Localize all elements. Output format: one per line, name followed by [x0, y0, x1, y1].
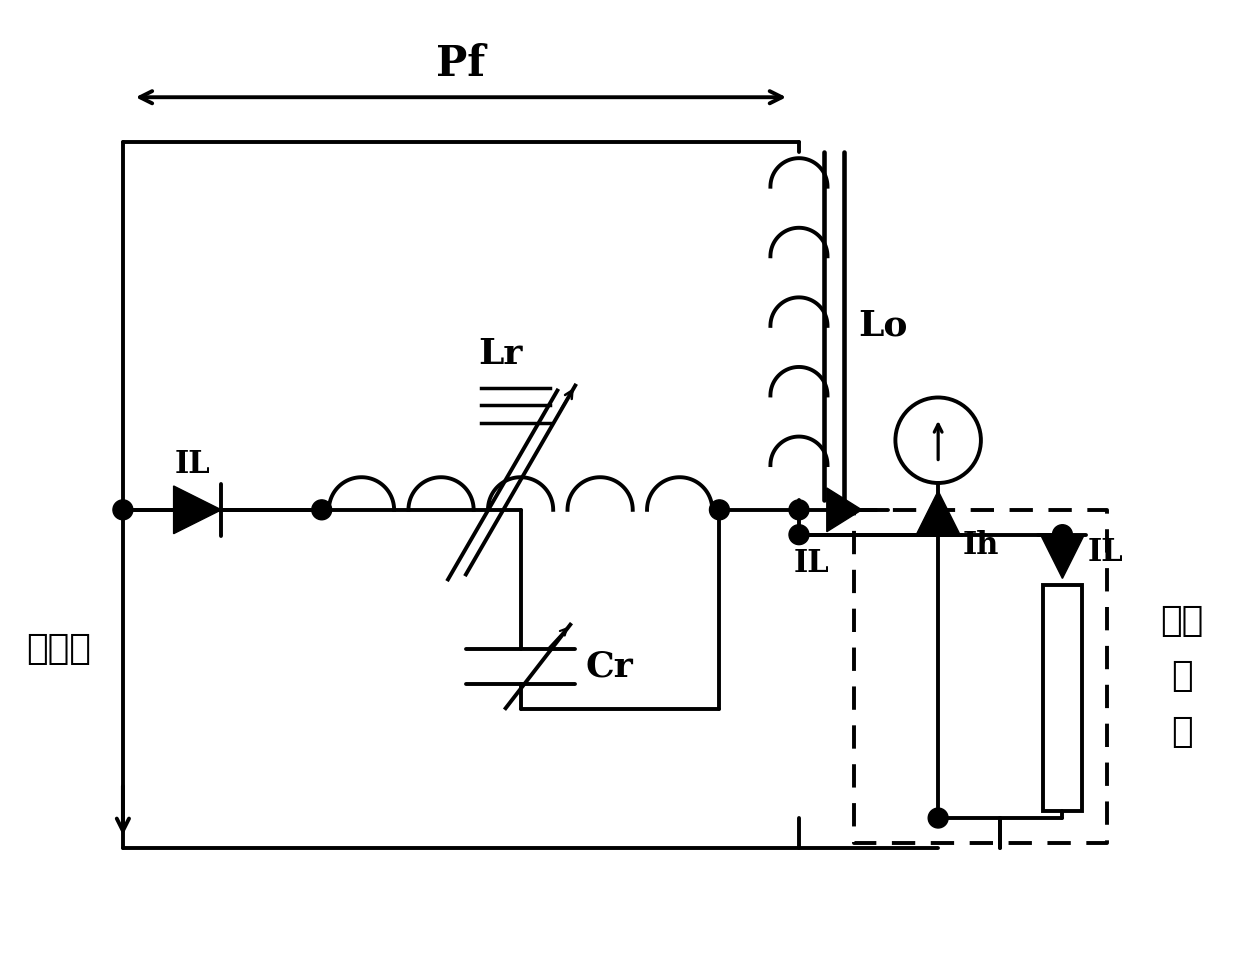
Circle shape	[1053, 525, 1073, 544]
Circle shape	[789, 525, 808, 544]
Polygon shape	[916, 491, 960, 535]
Text: IL: IL	[794, 547, 830, 579]
Text: IL: IL	[175, 449, 211, 480]
Text: Lo: Lo	[858, 309, 908, 343]
Text: 电网侧: 电网侧	[26, 632, 91, 666]
Polygon shape	[174, 486, 221, 534]
Text: 用户
负
载: 用户 负 载	[1161, 604, 1203, 749]
Bar	[1043, 586, 1083, 811]
Circle shape	[709, 500, 729, 519]
Circle shape	[929, 808, 949, 828]
Text: IL: IL	[1087, 537, 1123, 567]
Circle shape	[789, 500, 808, 519]
Text: Pf: Pf	[436, 43, 486, 85]
Text: Ih: Ih	[963, 530, 999, 561]
Polygon shape	[1040, 535, 1084, 579]
Text: Cr: Cr	[585, 649, 632, 684]
Text: Lr: Lr	[479, 337, 523, 371]
Polygon shape	[827, 488, 862, 532]
Circle shape	[113, 500, 133, 519]
Circle shape	[311, 500, 331, 519]
